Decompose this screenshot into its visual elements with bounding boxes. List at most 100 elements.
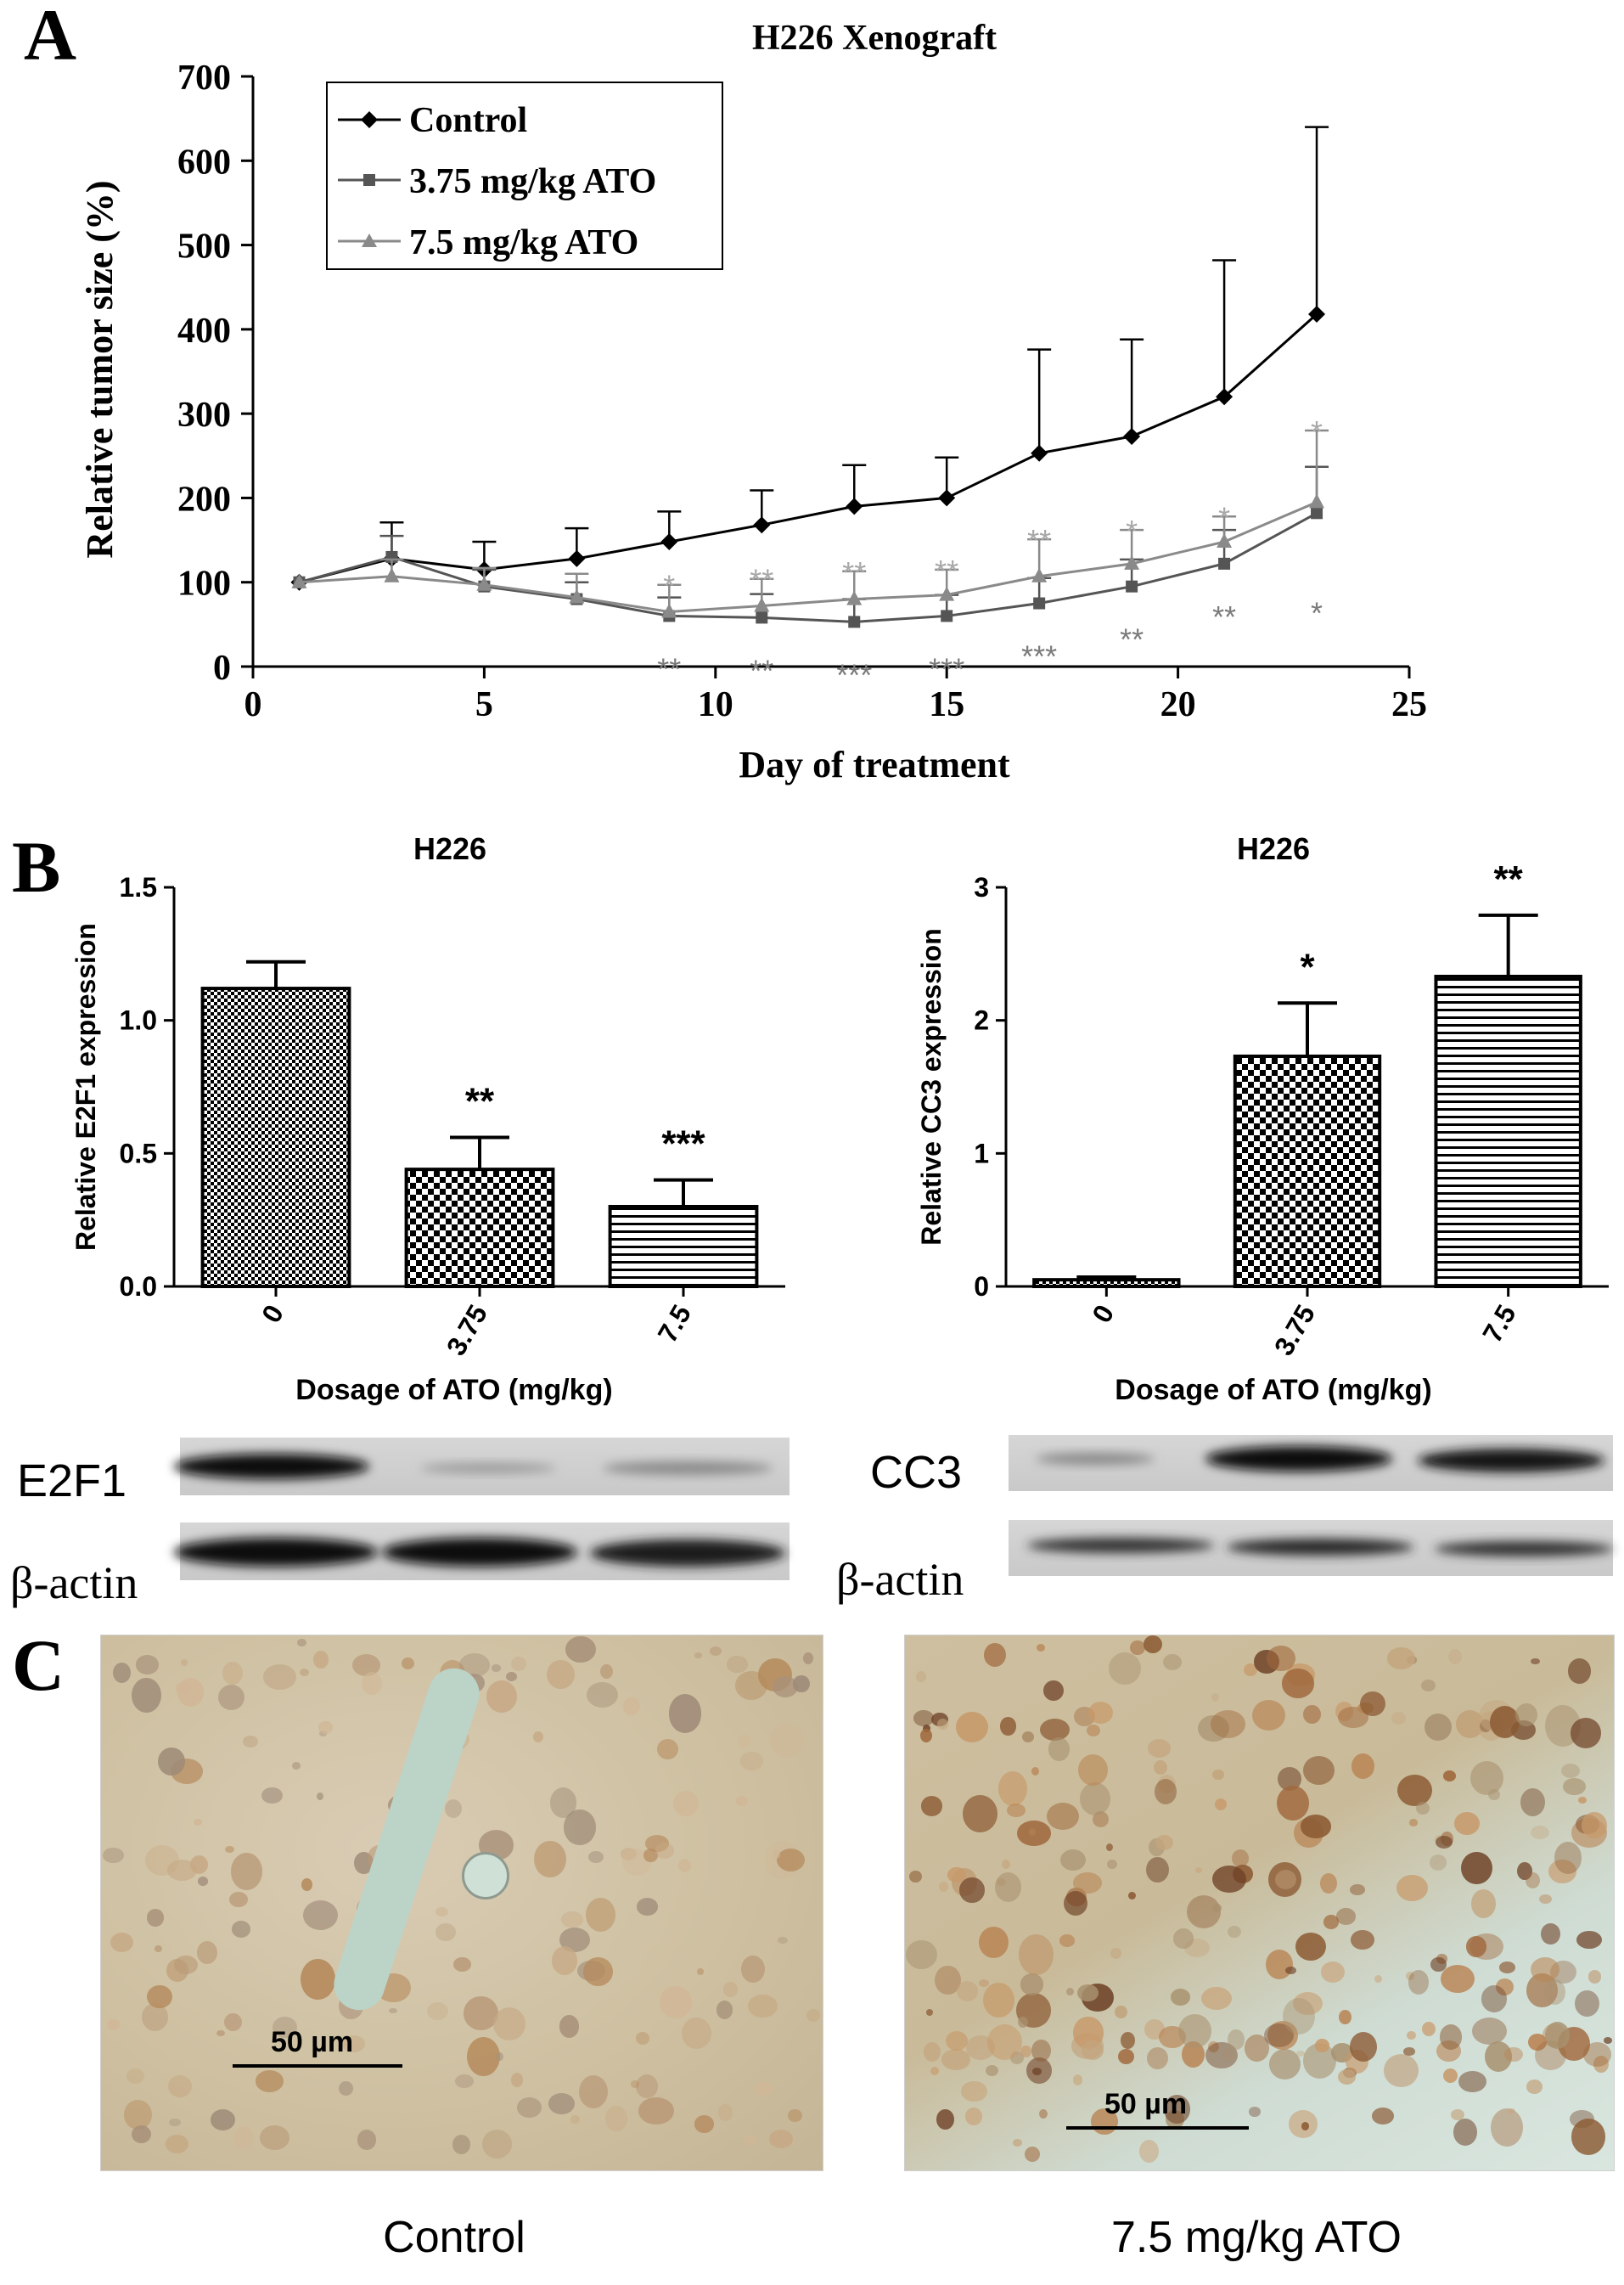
- stained-cell: [793, 1675, 810, 1693]
- stained-cell: [772, 1849, 781, 1859]
- stained-cell: [1443, 1770, 1457, 1781]
- stained-cell: [1374, 1974, 1382, 1984]
- micrograph-ato: 50 µm: [904, 1635, 1615, 2171]
- stained-cell: [1303, 1704, 1321, 1724]
- stained-cell: [113, 1662, 132, 1683]
- stained-cell: [1508, 2108, 1515, 2114]
- stained-cell: [124, 2100, 152, 2130]
- stained-cell: [262, 1664, 297, 1690]
- stained-cell: [301, 1877, 312, 1891]
- stained-cell: [511, 2073, 524, 2087]
- stained-cell: [242, 1735, 259, 1748]
- vacuole: [462, 1852, 509, 1899]
- stained-cell: [1148, 1739, 1171, 1759]
- stained-cell: [1526, 2080, 1543, 2094]
- stained-cell: [1488, 1788, 1501, 1801]
- stained-cell: [924, 2042, 941, 2063]
- stained-cell: [510, 1657, 526, 1671]
- significance-75: **: [842, 555, 866, 590]
- significance-75: **: [935, 554, 958, 588]
- stained-cell: [736, 1795, 749, 1807]
- significance-375: ***: [836, 657, 872, 692]
- stained-cell: [1275, 1870, 1297, 1890]
- stained-cell: [1031, 1766, 1039, 1776]
- stained-cell: [1593, 2056, 1609, 2074]
- data-point: [291, 573, 307, 588]
- stained-cell: [1466, 1936, 1487, 1957]
- stained-cell: [1212, 1866, 1246, 1894]
- stained-cell: [1091, 2108, 1119, 2135]
- stained-cell: [452, 1956, 471, 1972]
- stained-cell: [1408, 1969, 1430, 1995]
- stained-cell: [738, 1734, 751, 1748]
- chart-a-x-tick-label: 20: [1160, 685, 1196, 724]
- stained-cell: [1127, 1891, 1136, 1900]
- blot-cc3-band-75: [1418, 1449, 1604, 1472]
- significance-75: *: [1218, 500, 1230, 535]
- stained-cell: [1300, 1815, 1332, 1838]
- stained-cell: [1499, 1961, 1515, 1973]
- stained-cell: [986, 2023, 1022, 2061]
- blot-cc3-band-375: [1205, 1446, 1392, 1472]
- stained-cell: [1470, 1760, 1504, 1795]
- stained-cell: [1065, 1987, 1074, 1996]
- stained-cell: [946, 2030, 969, 2051]
- stained-cell: [922, 1724, 930, 1732]
- stained-cell: [1443, 2068, 1458, 2084]
- stained-cell: [216, 2030, 225, 2037]
- stained-cell: [630, 2080, 640, 2088]
- stained-cell: [1527, 2033, 1548, 2051]
- stained-cell: [1086, 1724, 1101, 1737]
- stained-cell: [1171, 1989, 1191, 2006]
- stained-cell: [1110, 1948, 1122, 1959]
- stained-cell: [1276, 1786, 1309, 1821]
- stained-cell: [464, 1995, 498, 2030]
- stained-cell: [1115, 2005, 1127, 2019]
- bar-0: [1032, 1278, 1181, 1288]
- stained-cell: [1060, 1849, 1087, 1871]
- significance-375: **: [750, 653, 773, 688]
- stained-cell: [1012, 2139, 1023, 2147]
- blot-left: E2F1 β-actin: [10, 1438, 790, 1608]
- stained-cell: [1577, 1796, 1587, 1804]
- stained-cell: [909, 1870, 922, 1883]
- stained-cell: [1243, 1663, 1258, 1676]
- chart-a-y-tick-label: 400: [177, 312, 231, 351]
- chart-a-y-tick-label: 200: [177, 480, 231, 519]
- stained-cell: [1554, 1841, 1582, 1874]
- stained-cell: [1163, 1653, 1182, 1670]
- chart-b2-y-label: Relative CC3 expression: [916, 928, 947, 1246]
- blot-right: CC3 β-actin: [836, 1435, 1613, 1605]
- stained-cell: [1563, 1777, 1587, 1796]
- stained-cell: [222, 1662, 244, 1685]
- blot-e2f1-band-375: [420, 1463, 556, 1473]
- stained-cell: [1107, 1859, 1118, 1870]
- data-point: [1031, 444, 1048, 462]
- stained-cell: [979, 1978, 990, 1988]
- stained-cell: [709, 1646, 722, 1657]
- chart-a-y-label: Relative tumor size (%): [79, 180, 121, 558]
- stained-cell: [1267, 2021, 1298, 2051]
- legend-label-75: 7.5 mg/kg ATO: [409, 223, 638, 262]
- stained-cell: [1025, 2147, 1041, 2163]
- stained-cell: [1440, 2024, 1463, 2050]
- stained-cell: [1416, 1801, 1430, 1815]
- stained-cell: [1048, 1737, 1070, 1762]
- stained-cell: [1072, 2074, 1083, 2086]
- stained-cell: [217, 1684, 245, 1711]
- stained-cell: [1440, 1964, 1475, 1993]
- stained-cell: [1268, 1862, 1301, 1898]
- stained-cell: [532, 1731, 544, 1742]
- data-point: [384, 567, 400, 583]
- significance-375: ***: [1021, 639, 1057, 674]
- stained-cell: [300, 1668, 310, 1677]
- stained-cell: [1006, 1804, 1026, 1817]
- stained-cell: [753, 2081, 773, 2096]
- scale-bar-right: [1066, 2126, 1249, 2130]
- bar-7.5: [608, 1205, 759, 1288]
- stained-cell: [1387, 1647, 1415, 1669]
- stained-cell: [806, 2009, 821, 2022]
- stained-cell: [233, 2125, 254, 2150]
- stained-cell: [1560, 1764, 1581, 1779]
- stained-cell: [1481, 1985, 1508, 2012]
